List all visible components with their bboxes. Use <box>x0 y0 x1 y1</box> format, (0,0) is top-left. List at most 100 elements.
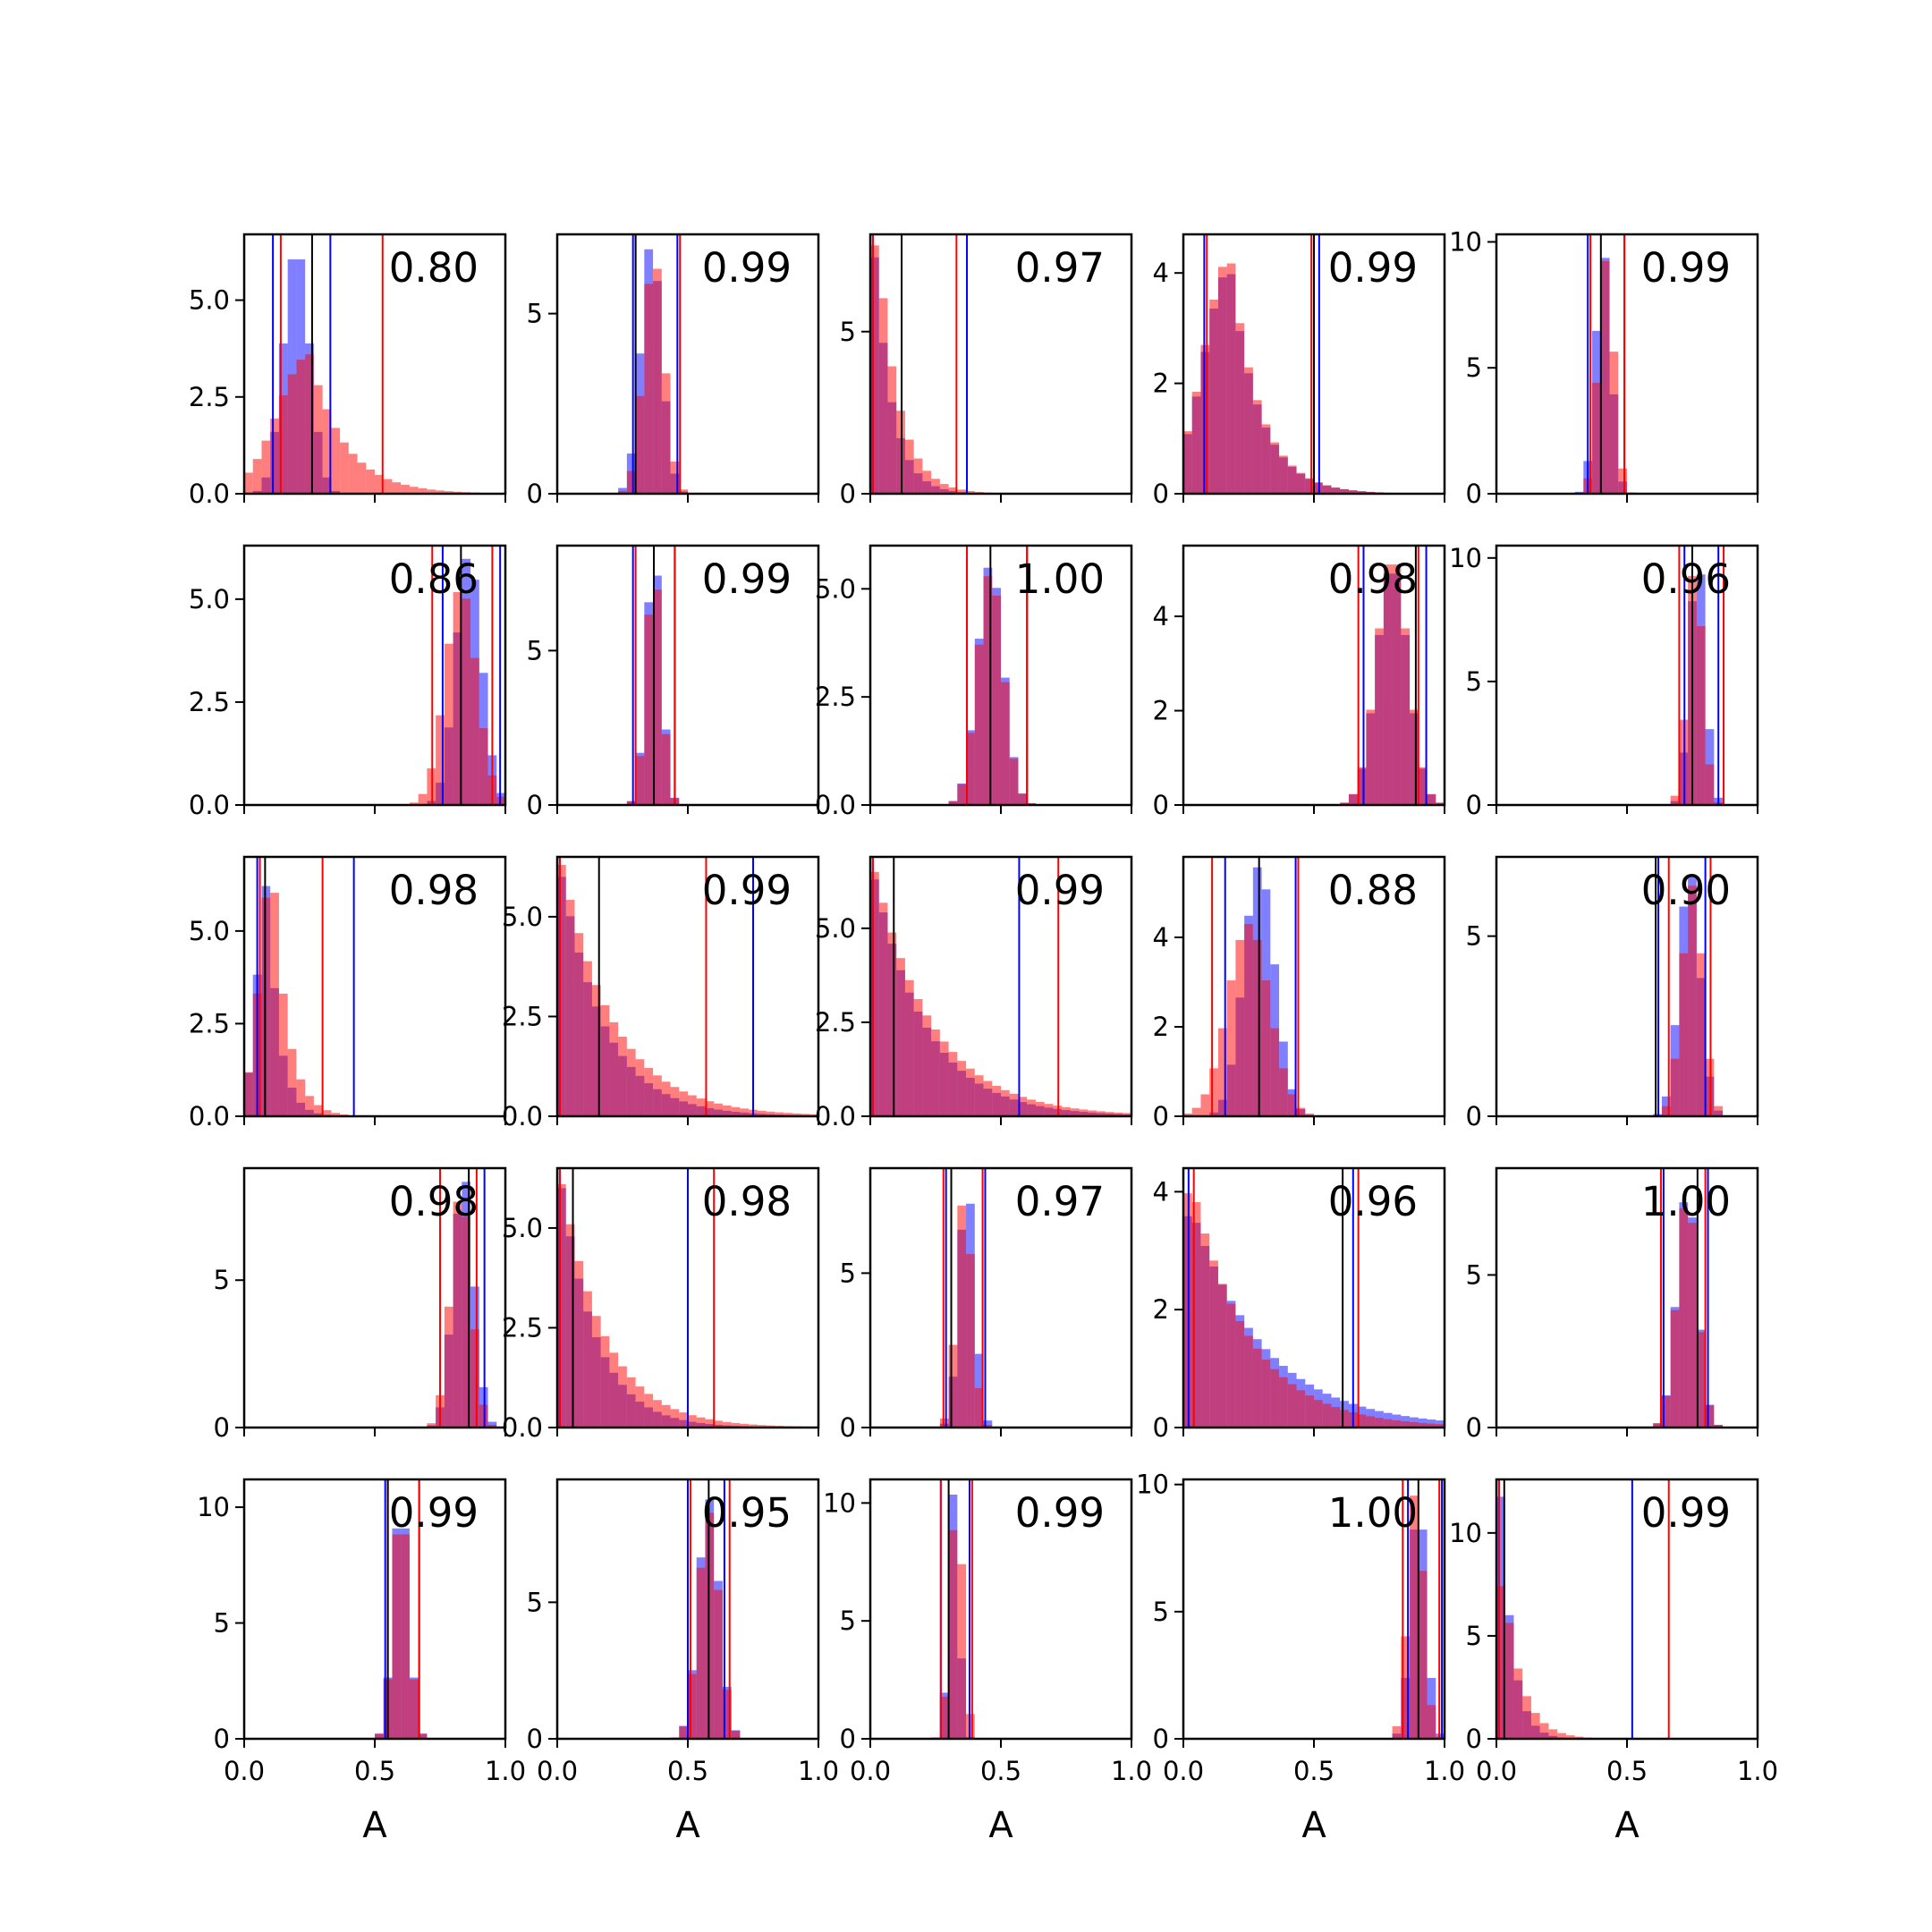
histogram-panel-23: 0.0 0.5 1.0 A 0 5 10 0.99 <box>823 1478 1152 1846</box>
red-histogram-bar <box>957 1061 967 1116</box>
red-histogram-bar <box>252 459 262 494</box>
panel-annotation: 0.97 <box>1015 244 1105 292</box>
red-histogram-bar <box>270 418 279 494</box>
red-histogram-bar <box>922 470 932 494</box>
red-histogram-bar <box>1609 352 1619 494</box>
red-histogram-bar <box>1418 767 1428 805</box>
red-histogram-bar <box>462 598 471 805</box>
red-histogram-bar <box>931 479 940 494</box>
panel-annotation: 0.97 <box>1015 1178 1105 1225</box>
histogram-panel-10: 0 5 10 0.96 <box>1449 543 1759 820</box>
red-histogram-bar <box>1270 1368 1280 1428</box>
red-histogram-bar <box>1513 1668 1523 1739</box>
red-histogram-bar <box>1305 478 1314 494</box>
red-histogram-bar <box>1062 1106 1071 1116</box>
red-histogram-bar <box>1705 764 1715 805</box>
red-histogram-bar <box>679 489 688 494</box>
red-histogram-bar <box>1070 1108 1080 1116</box>
red-histogram-bar <box>1600 260 1610 494</box>
y-tick-label: 2 <box>1153 1012 1169 1042</box>
red-histogram-bar <box>966 1068 975 1116</box>
red-histogram-bar <box>557 1183 566 1428</box>
red-histogram-bar <box>948 801 958 805</box>
y-tick-label: 0.0 <box>815 790 856 820</box>
histogram-panel-3: 050.97 <box>840 233 1133 509</box>
y-tick-label: 0.0 <box>815 1101 856 1131</box>
y-tick-label: 0 <box>1153 1412 1169 1443</box>
red-histogram-bar <box>1340 802 1349 805</box>
red-histogram-bar <box>296 1079 306 1116</box>
red-histogram-bar <box>1522 1696 1531 1739</box>
red-histogram-bar <box>427 1423 436 1428</box>
red-histogram-bar <box>931 1029 940 1116</box>
red-histogram-bar <box>1322 1403 1332 1428</box>
red-histogram-bar <box>948 1344 958 1428</box>
histogram-panel-7: 050.99 <box>527 544 820 820</box>
red-histogram-bar <box>688 1674 697 1739</box>
red-histogram-bar <box>1340 488 1349 494</box>
red-histogram-bar <box>974 1075 984 1116</box>
panel-annotation: 0.98 <box>1328 555 1418 603</box>
red-histogram-bar <box>939 484 949 494</box>
y-tick-label: 2 <box>1153 1294 1169 1325</box>
red-histogram-bar <box>957 1205 967 1428</box>
red-histogram-bar <box>366 469 375 494</box>
y-tick-label: 5.0 <box>502 902 543 932</box>
blue-histogram-bar <box>1427 1419 1436 1428</box>
red-histogram-bar <box>1123 1113 1131 1116</box>
red-histogram-bar <box>948 1530 958 1739</box>
x-axis-label: A <box>362 1805 387 1846</box>
red-histogram-bar <box>1252 400 1262 494</box>
red-histogram-bar <box>1200 1094 1210 1116</box>
red-histogram-bar <box>1261 1360 1271 1428</box>
y-tick-label: 2.5 <box>502 1001 543 1031</box>
red-histogram-bar <box>983 576 993 805</box>
y-tick-label: 0.0 <box>189 790 230 820</box>
x-tick-label: 0.0 <box>537 1756 578 1786</box>
y-tick-label: 5 <box>840 317 856 347</box>
red-histogram-bar <box>375 474 384 494</box>
histogram-panel-1: 0.0 2.5 5.0 0.80 <box>189 233 507 509</box>
y-tick-label: 0.0 <box>189 479 230 509</box>
red-histogram-bar <box>1401 1421 1411 1428</box>
red-histogram-bar <box>913 458 923 494</box>
red-histogram-bar <box>453 1201 462 1428</box>
red-histogram-bar <box>1191 1107 1201 1116</box>
histogram-panel-2: 050.99 <box>527 233 820 509</box>
red-histogram-bar <box>983 1080 993 1116</box>
y-tick-label: 10 <box>1136 1470 1169 1500</box>
panel-annotation: 1.00 <box>1641 1178 1731 1225</box>
red-histogram-bar <box>644 614 654 805</box>
red-histogram-bar <box>618 491 627 494</box>
red-histogram-bar <box>705 1419 715 1428</box>
red-histogram-bar <box>731 1106 741 1116</box>
red-histogram-bar <box>401 485 410 494</box>
red-histogram-bar <box>731 1422 741 1428</box>
red-histogram-bar <box>487 1425 497 1428</box>
panel-annotation: 0.96 <box>1328 1178 1418 1225</box>
red-histogram-bar <box>1244 367 1253 494</box>
y-tick-label: 5.0 <box>502 1213 543 1243</box>
y-tick-label: 5.0 <box>815 913 856 944</box>
red-histogram-bar <box>462 1216 471 1428</box>
red-histogram-bar <box>331 1113 341 1116</box>
red-histogram-bar <box>1348 490 1358 494</box>
red-histogram-bar <box>1410 1496 1419 1739</box>
red-histogram-bar <box>740 1423 750 1428</box>
red-histogram-bar <box>1366 1416 1376 1428</box>
panel-annotation: 0.95 <box>702 1489 792 1537</box>
x-tick-label: 0.0 <box>1163 1756 1204 1786</box>
red-histogram-bar <box>1217 267 1227 494</box>
red-histogram-bar <box>470 657 479 805</box>
red-histogram-bar <box>278 993 288 1116</box>
red-histogram-bar <box>757 1425 767 1428</box>
red-histogram-bar <box>626 1048 636 1116</box>
red-histogram-bar <box>722 1105 732 1116</box>
red-histogram-bar <box>644 284 654 494</box>
red-histogram-bar <box>261 440 271 494</box>
y-tick-label: 5 <box>527 635 543 665</box>
y-tick-label: 2.5 <box>189 687 230 717</box>
red-histogram-bar <box>1261 980 1271 1116</box>
panel-annotation: 0.99 <box>702 867 792 914</box>
y-tick-label: 0 <box>214 1724 230 1754</box>
